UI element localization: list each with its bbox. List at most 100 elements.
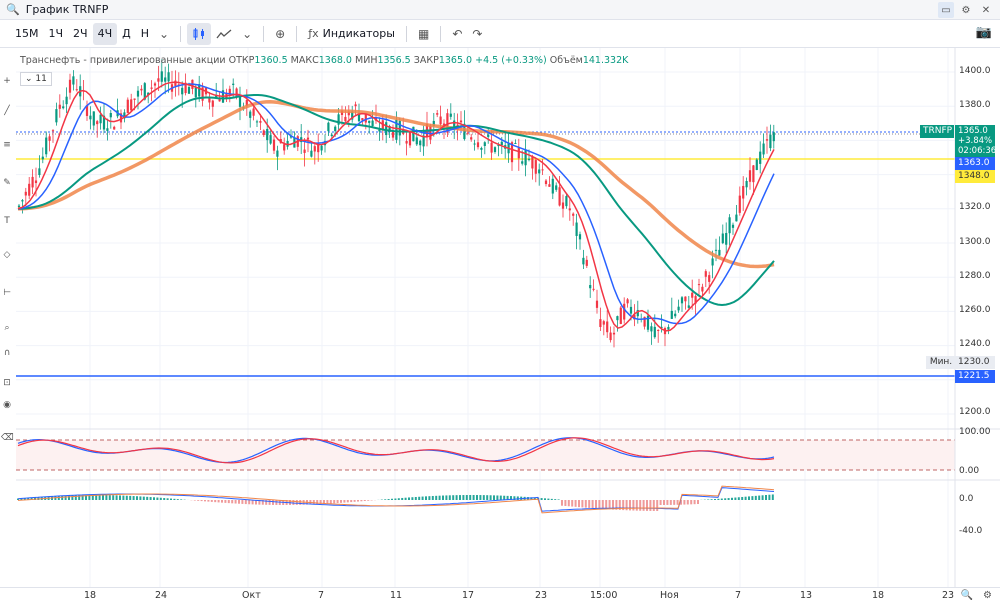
search-icon[interactable]: 🔍 <box>960 590 974 601</box>
timeframe-week[interactable]: Н <box>140 27 150 40</box>
lock-icon[interactable]: ⊡ <box>3 378 11 388</box>
undo-icon[interactable]: ↶ <box>452 26 463 41</box>
candle <box>674 310 677 319</box>
candle-body <box>136 90 140 97</box>
chevron-down-icon[interactable]: ⌄ <box>242 26 253 41</box>
high-value: 1368.0 <box>318 55 352 66</box>
magnet-icon[interactable]: ∩ <box>3 348 11 358</box>
ma-mid-line <box>17 83 775 325</box>
macd-histogram-bar <box>683 500 686 505</box>
candle-body <box>643 316 646 327</box>
candle-body <box>201 87 204 101</box>
zoom-icon[interactable]: ⌕ <box>4 323 10 333</box>
candles-icon[interactable] <box>187 22 212 45</box>
macd-histogram-bar <box>598 500 601 509</box>
text-icon[interactable]: T <box>4 216 10 226</box>
redo-icon[interactable]: ↷ <box>472 26 483 41</box>
candle-body <box>585 259 588 266</box>
candle-body <box>228 88 231 94</box>
price-tick: 1260.0 <box>959 305 991 315</box>
candle-body <box>123 112 126 119</box>
search-icon[interactable]: 🔍 <box>6 3 20 16</box>
candle <box>51 129 55 143</box>
candle-body <box>422 135 425 147</box>
eye-icon[interactable]: ◉ <box>3 400 11 410</box>
brush-icon[interactable]: ✎ <box>3 178 11 188</box>
candle-body <box>133 98 136 100</box>
macd-histogram-bar <box>482 495 485 500</box>
candle <box>113 125 116 130</box>
trash-icon[interactable]: ⌫ <box>1 433 14 443</box>
trend-line-icon[interactable]: ╱ <box>4 106 10 116</box>
line-chart-icon[interactable] <box>211 23 237 45</box>
candle-body <box>704 271 707 277</box>
macd-histogram-bar <box>265 500 268 505</box>
candle <box>327 121 330 137</box>
timeframe-day[interactable]: Д <box>122 27 131 40</box>
macd-histogram-bar <box>17 498 19 500</box>
settings-icon[interactable]: ⚙ <box>961 4 971 16</box>
close-icon[interactable]: ✕ <box>981 4 991 16</box>
date-tick: 23 <box>942 590 955 601</box>
pattern-icon[interactable]: ◇ <box>3 250 11 260</box>
candle-body <box>541 169 544 171</box>
indicators-toggle[interactable]: ⌄ 11 <box>20 72 52 86</box>
candle-body <box>259 121 262 123</box>
candle <box>24 187 27 207</box>
candle <box>731 222 735 235</box>
fib-icon[interactable]: ≡ <box>3 140 11 150</box>
macd-histogram-bar <box>584 500 587 508</box>
candle <box>551 173 554 200</box>
date-tick: 7 <box>735 590 742 601</box>
candle-body <box>493 147 497 152</box>
candle-body <box>106 128 109 131</box>
candle-body <box>636 310 639 317</box>
gear-icon[interactable]: ⚙ <box>983 590 992 601</box>
candle <box>670 297 673 320</box>
ruler-icon[interactable]: ⊢ <box>3 288 11 298</box>
macd-histogram-bar <box>642 500 645 511</box>
indicators-button[interactable]: ƒx Индикаторы <box>303 23 400 45</box>
chevron-down-icon: ⌄ <box>25 74 33 84</box>
macd-histogram-bar <box>479 495 482 500</box>
macd-histogram-bar <box>27 497 30 500</box>
candle <box>72 70 75 91</box>
candle-body <box>497 145 500 147</box>
macd-histogram-bar <box>312 500 315 505</box>
candle-body <box>623 303 626 320</box>
macd-histogram-bar <box>207 500 210 502</box>
macd-histogram-bar <box>544 498 546 500</box>
timeframe-4h[interactable]: 4Ч <box>92 22 118 45</box>
layout-grid-icon[interactable]: ▦ <box>417 26 430 41</box>
date-axis[interactable]: 18 24 Окт 7 11 17 23 15:00 Ноя 7 13 18 2… <box>0 587 1000 606</box>
candle-body <box>211 100 214 107</box>
camera-icon[interactable]: 📷 <box>975 25 992 40</box>
macd-histogram-bar <box>193 500 196 501</box>
macd-histogram-bar <box>418 496 421 500</box>
chart-canvas[interactable] <box>0 48 1000 587</box>
candle-body <box>269 135 272 144</box>
candle-body <box>616 316 619 321</box>
candle <box>249 109 252 128</box>
date-tick: 18 <box>84 590 97 601</box>
timeframe-15m[interactable]: 15M <box>15 27 39 40</box>
maximize-icon[interactable]: ▭ <box>938 2 954 18</box>
timeframe-1h[interactable]: 1Ч <box>48 27 64 40</box>
macd-histogram-bar <box>71 495 74 500</box>
crosshair-icon[interactable]: + <box>3 76 11 86</box>
candle <box>126 97 129 114</box>
candle <box>538 163 541 186</box>
candle <box>283 137 286 155</box>
candle <box>517 138 520 171</box>
candle-body <box>17 205 21 208</box>
macd-histogram-bar <box>163 498 166 500</box>
candle <box>286 133 289 150</box>
add-compare-icon[interactable]: ⊕ <box>275 26 286 41</box>
candle-body <box>245 100 248 107</box>
chevron-down-icon[interactable]: ⌄ <box>159 26 170 41</box>
candle-body <box>45 137 48 155</box>
price-tick: 1240.0 <box>959 339 991 349</box>
candle-body <box>181 87 184 95</box>
timeframe-2h[interactable]: 2Ч <box>73 27 88 40</box>
last-price: 1365.0 <box>958 126 988 136</box>
